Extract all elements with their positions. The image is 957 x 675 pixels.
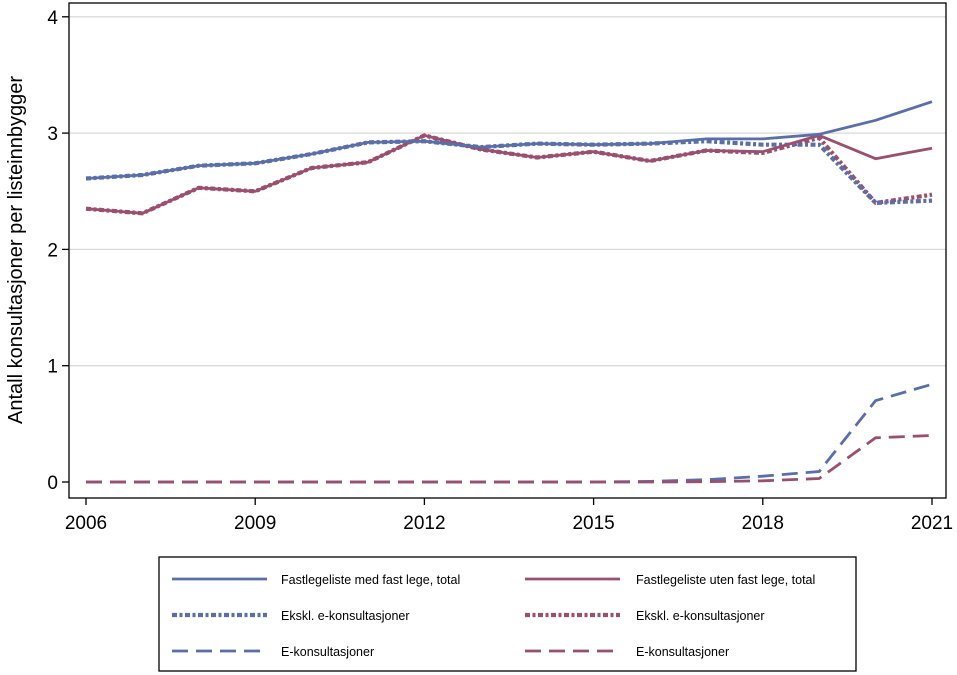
y-tick-label: 0 [47, 473, 58, 494]
legend-label: E-konsultasjoner [281, 645, 374, 659]
x-tick-label: 2018 [742, 513, 784, 534]
series-line-6 [86, 434, 933, 484]
y-tick-label: 4 [47, 8, 58, 29]
y-axis-title: Antall konsultasjoner per listeinnbygger [5, 76, 27, 424]
legend-label: Fastlegeliste uten fast lege, total [636, 573, 815, 587]
series-line-1 [85, 100, 933, 180]
plot-frame [68, 2, 947, 499]
y-tick-label: 1 [47, 357, 58, 378]
x-tick-label: 2021 [911, 513, 953, 534]
x-tick-label: 2012 [403, 513, 445, 534]
legend-label: E-konsultasjoner [636, 645, 729, 659]
y-tick-label: 2 [47, 240, 58, 261]
series-line-3 [85, 139, 933, 205]
axes: 0 1 2 3 4 2006 2009 2012 2015 2018 2021 [47, 2, 953, 534]
x-tick-label: 2006 [65, 513, 107, 534]
legend-label: Ekskl. e-konsultasjoner [281, 609, 410, 623]
x-tick-label: 2015 [572, 513, 614, 534]
series-lines [85, 100, 933, 484]
legend-label: Ekskl. e-konsultasjoner [636, 609, 765, 623]
legend-box [158, 556, 857, 672]
y-tick-label: 3 [47, 124, 58, 145]
legend-label: Fastlegeliste med fast lege, total [281, 573, 460, 587]
legend: Fastlegeliste med fast lege, total Fastle… [158, 556, 857, 672]
series-line-5 [86, 382, 933, 484]
series-line-2 [85, 133, 933, 215]
gridlines [70, 16, 946, 367]
x-tick-label: 2009 [234, 513, 276, 534]
